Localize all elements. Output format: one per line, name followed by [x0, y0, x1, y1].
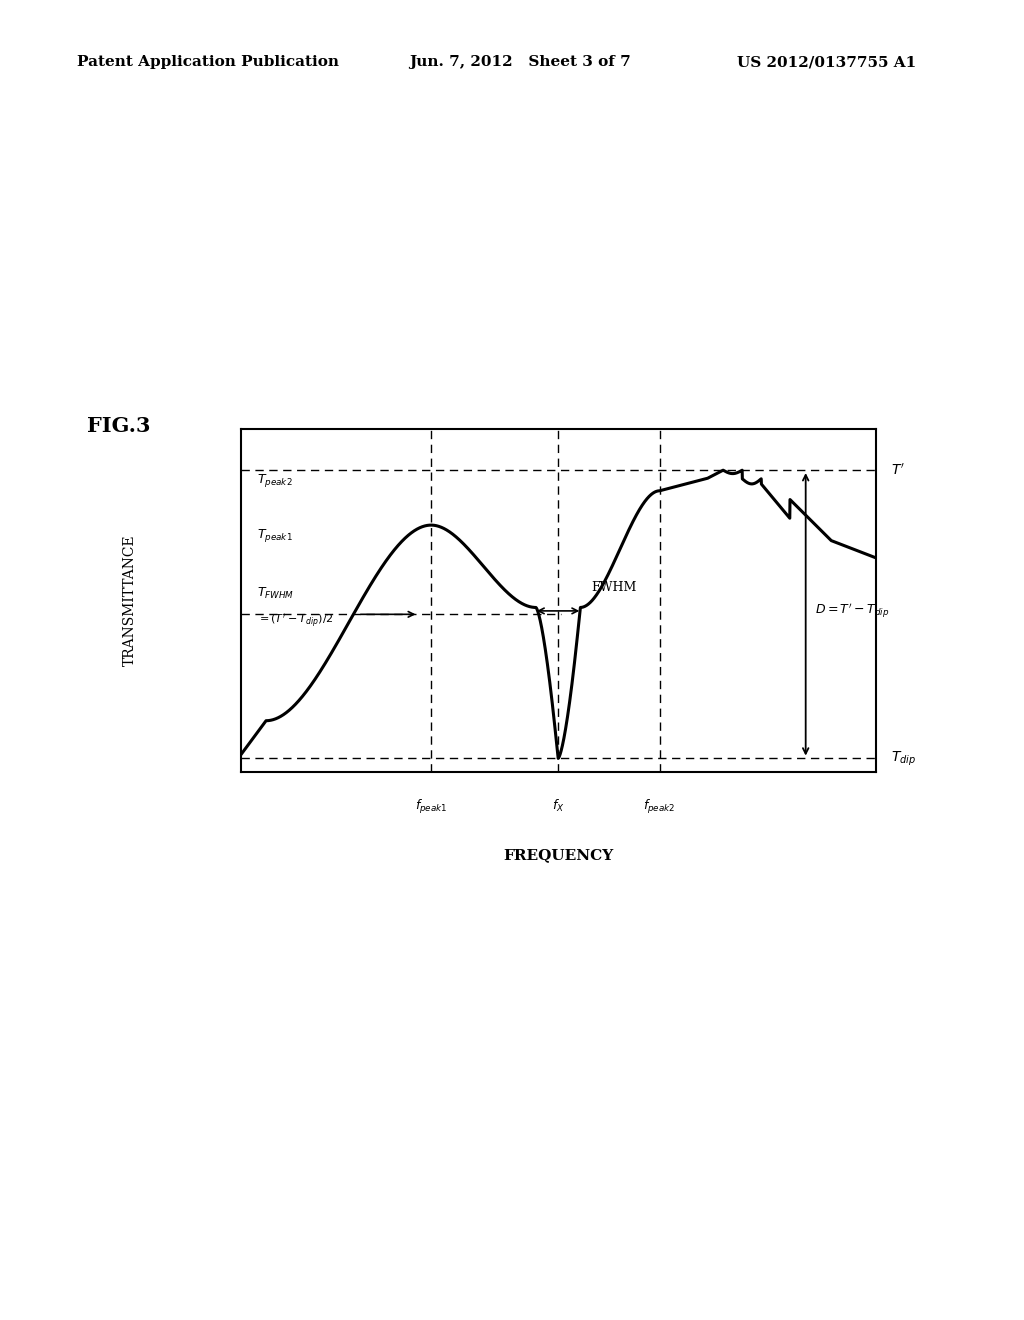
Text: $f_X$: $f_X$	[552, 797, 564, 814]
Text: Patent Application Publication: Patent Application Publication	[77, 55, 339, 70]
Text: FWHM: FWHM	[592, 581, 637, 594]
Text: FREQUENCY: FREQUENCY	[503, 847, 613, 862]
Text: $T_{FWHM}$: $T_{FWHM}$	[256, 586, 294, 601]
Text: $T_{peak2}$: $T_{peak2}$	[256, 473, 292, 488]
Text: $D=T^{\prime}-T_{dip}$: $D=T^{\prime}-T_{dip}$	[815, 602, 890, 620]
Text: $f_{peak1}$: $f_{peak1}$	[415, 797, 447, 816]
Text: US 2012/0137755 A1: US 2012/0137755 A1	[737, 55, 916, 70]
Text: $f_{peak2}$: $f_{peak2}$	[643, 797, 676, 816]
Text: Jun. 7, 2012   Sheet 3 of 7: Jun. 7, 2012 Sheet 3 of 7	[410, 55, 632, 70]
Text: $=(T^{\prime}-T_{dip})/2$: $=(T^{\prime}-T_{dip})/2$	[256, 612, 333, 630]
Text: $T^{\prime}$: $T^{\prime}$	[891, 462, 905, 478]
Text: FIG.3: FIG.3	[87, 416, 151, 436]
Text: TRANSMITTANCE: TRANSMITTANCE	[123, 535, 136, 667]
Text: $T_{dip}$: $T_{dip}$	[891, 750, 916, 768]
Text: $T_{peak1}$: $T_{peak1}$	[256, 527, 292, 544]
